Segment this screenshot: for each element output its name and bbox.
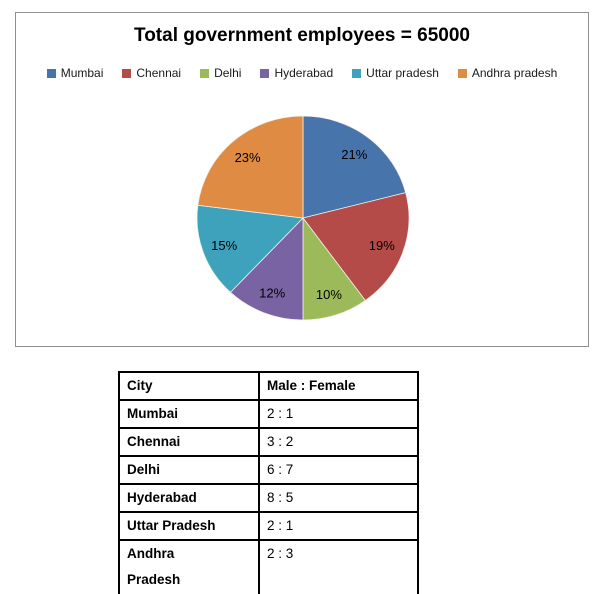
pie-slice-label: 21% bbox=[341, 147, 367, 162]
legend-swatch-icon bbox=[260, 68, 270, 78]
legend-label: Mumbai bbox=[60, 66, 104, 80]
table-row: Chennai 3 : 2 bbox=[118, 427, 419, 457]
city-cell: Chennai bbox=[118, 427, 260, 457]
pie-slice-label: 10% bbox=[316, 287, 342, 302]
legend-label: Uttar pradesh bbox=[366, 66, 439, 80]
chart-legend: Mumbai Chennai Delhi Hyderabad Uttar pra… bbox=[16, 66, 588, 80]
city-cell: Uttar Pradesh bbox=[118, 511, 260, 541]
legend-label: Delhi bbox=[214, 66, 242, 80]
legend-label: Chennai bbox=[136, 66, 182, 80]
table-row: Mumbai 2 : 1 bbox=[118, 399, 419, 429]
ratio-cell: 3 : 2 bbox=[258, 427, 419, 457]
table-row: Hyderabad 8 : 5 bbox=[118, 483, 419, 513]
legend-item-chennai: Chennai bbox=[122, 66, 181, 80]
ratio-table: City Male : Female Mumbai 2 : 1 Chennai … bbox=[118, 371, 419, 594]
legend-item-uttar-pradesh: Uttar pradesh bbox=[352, 66, 439, 80]
pie-slice-label: 19% bbox=[369, 238, 395, 253]
pie-slice-label: 15% bbox=[211, 238, 237, 253]
legend-label: Andhra pradesh bbox=[471, 66, 558, 80]
city-cell: Delhi bbox=[118, 455, 260, 485]
legend-item-hyderabad: Hyderabad bbox=[260, 66, 333, 80]
header-city: City bbox=[118, 371, 260, 401]
city-cell: Andhra Pradesh bbox=[118, 539, 260, 594]
ratio-cell: 6 : 7 bbox=[258, 455, 419, 485]
table-row: Andhra Pradesh 2 : 3 bbox=[118, 539, 419, 594]
legend-item-mumbai: Mumbai bbox=[46, 66, 104, 80]
legend-item-delhi: Delhi bbox=[200, 66, 241, 80]
ratio-cell: 2 : 1 bbox=[258, 399, 419, 429]
table-row: Delhi 6 : 7 bbox=[118, 455, 419, 485]
ratio-cell: 2 : 3 bbox=[258, 539, 419, 594]
legend-item-andhra-pradesh: Andhra pradesh bbox=[457, 66, 558, 80]
pie-chart: 21% 19% 10% 12% 15% 23% bbox=[196, 115, 410, 321]
ratio-cell: 8 : 5 bbox=[258, 483, 419, 513]
legend-swatch-icon bbox=[122, 68, 132, 78]
pie-slice-andhra-pradesh bbox=[197, 115, 304, 219]
legend-swatch-icon bbox=[46, 68, 56, 78]
legend-swatch-icon bbox=[457, 68, 467, 78]
pie-slice-label: 23% bbox=[235, 150, 261, 165]
header-ratio: Male : Female bbox=[258, 371, 419, 401]
table-row: Uttar Pradesh 2 : 1 bbox=[118, 511, 419, 541]
pie-slice-chennai bbox=[302, 192, 410, 302]
legend-label: Hyderabad bbox=[274, 66, 334, 80]
city-cell: Hyderabad bbox=[118, 483, 260, 513]
legend-swatch-icon bbox=[352, 68, 362, 78]
chart-panel: Total government employees = 65000 Mumba… bbox=[15, 12, 589, 347]
legend-swatch-icon bbox=[200, 68, 210, 78]
ratio-cell: 2 : 1 bbox=[258, 511, 419, 541]
city-cell: Mumbai bbox=[118, 399, 260, 429]
pie-slice-label: 12% bbox=[259, 285, 285, 300]
pie-slice-uttar-pradesh bbox=[196, 204, 304, 293]
pie-slice-mumbai bbox=[302, 115, 407, 219]
table-header-row: City Male : Female bbox=[118, 371, 419, 401]
chart-title: Total government employees = 65000 bbox=[134, 25, 470, 46]
pie-slice-hyderabad bbox=[229, 217, 304, 321]
